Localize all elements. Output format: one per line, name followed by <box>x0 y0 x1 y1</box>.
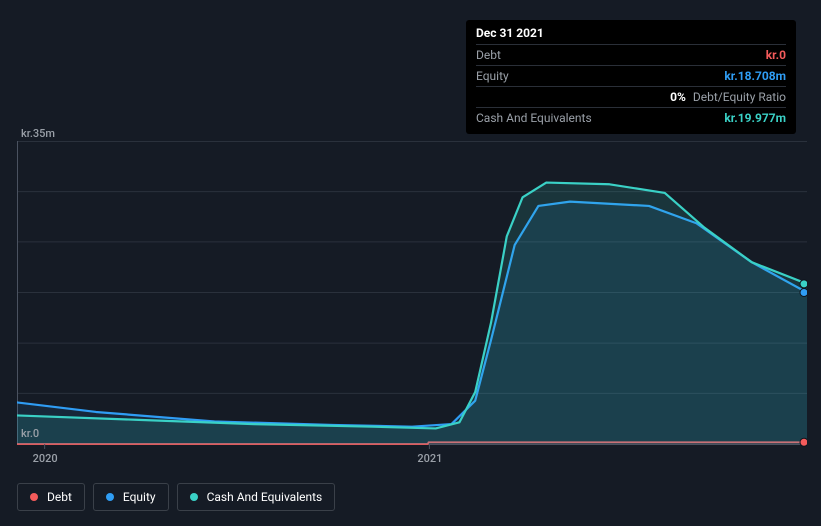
chart-svg <box>17 141 807 449</box>
legend-item-cash-and-equivalents[interactable]: Cash And Equivalents <box>177 483 336 511</box>
tooltip-row-label: Cash And Equivalents <box>476 111 592 125</box>
tooltip-row-label: Equity <box>476 69 509 83</box>
chart-tooltip: Dec 31 2021 Debt kr.0 Equity kr.18.708m 0% D… <box>466 20 796 134</box>
x-axis-tick-label: 2020 <box>33 452 58 465</box>
x-axis-tick-label: 2021 <box>417 452 442 465</box>
legend-label: Equity <box>123 490 156 504</box>
legend-item-debt[interactable]: Debt <box>17 483 85 511</box>
legend-dot-icon <box>190 493 198 501</box>
tooltip-row: Debt kr.0 <box>476 44 786 65</box>
legend-label: Debt <box>47 490 72 504</box>
tooltip-date: Dec 31 2021 <box>476 26 786 44</box>
legend-dot-icon <box>30 493 38 501</box>
tooltip-row: Cash And Equivalents kr.19.977m <box>476 107 786 128</box>
legend-item-equity[interactable]: Equity <box>93 483 169 511</box>
tooltip-row: 0% Debt/Equity Ratio <box>476 86 786 107</box>
tooltip-row: Equity kr.18.708m <box>476 65 786 86</box>
y-axis-min-label: kr.0 <box>21 427 39 440</box>
chart-container: kr.35m kr.0 <box>17 141 807 446</box>
tooltip-row-label: Debt <box>476 48 501 62</box>
tooltip-row-value: kr.19.977m <box>724 111 786 125</box>
legend-dot-icon <box>106 493 114 501</box>
tooltip-row-value: 0% Debt/Equity Ratio <box>670 90 786 104</box>
tooltip-row-value: kr.0 <box>766 48 786 62</box>
chart-legend: Debt Equity Cash And Equivalents <box>17 483 335 511</box>
y-axis-max-label: kr.35m <box>21 127 55 140</box>
tooltip-row-value: kr.18.708m <box>724 69 786 83</box>
legend-label: Cash And Equivalents <box>207 490 323 504</box>
